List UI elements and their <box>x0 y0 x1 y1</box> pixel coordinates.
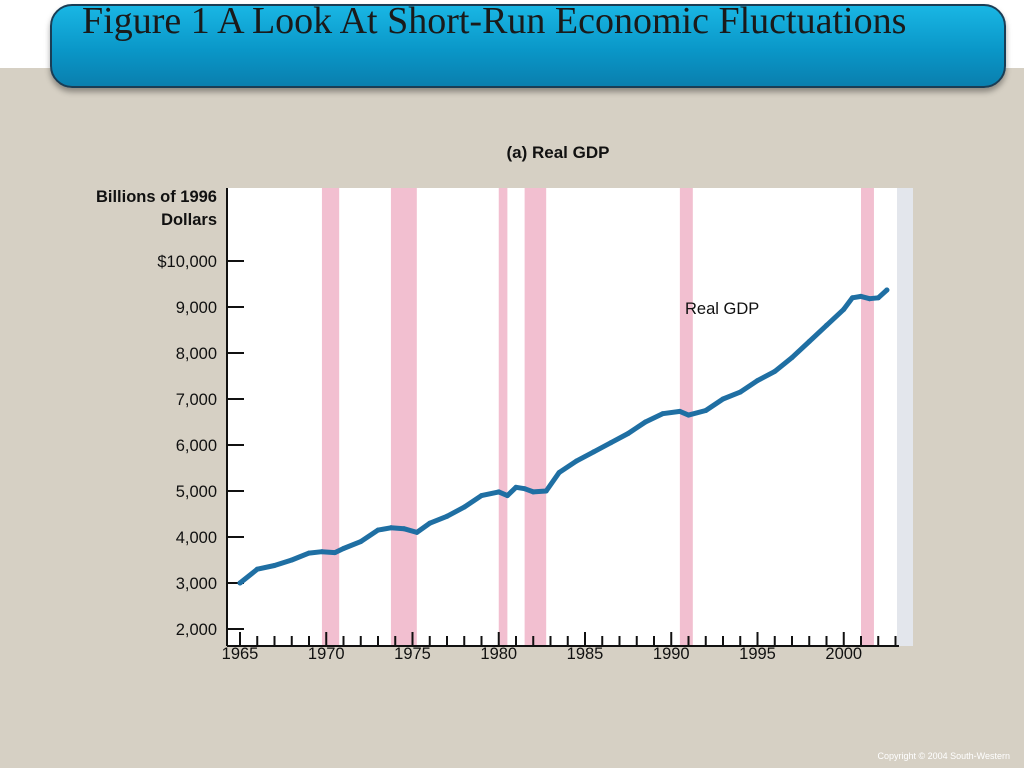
data-point <box>504 493 510 499</box>
data-point <box>573 458 579 464</box>
data-point <box>858 293 864 299</box>
data-point <box>272 563 277 569</box>
y-tick-label: 5,000 <box>176 483 217 501</box>
plot-background <box>227 188 913 646</box>
data-point <box>737 389 743 395</box>
y-axis-label: Billions of 1996 Dollars <box>95 188 217 229</box>
x-tick-label: 1965 <box>222 645 259 663</box>
data-point <box>479 493 484 499</box>
x-tick-label: 1985 <box>567 645 604 663</box>
data-point <box>358 539 364 545</box>
data-point <box>703 408 709 413</box>
data-point <box>806 339 812 344</box>
data-point <box>755 378 760 384</box>
series-label-real-gdp: Real GDP <box>685 300 759 318</box>
recession-band-6 <box>861 188 874 646</box>
data-point <box>388 525 394 531</box>
data-point <box>401 526 407 532</box>
copyright-notice: Copyright © 2004 South-Western <box>877 751 1010 761</box>
x-tick-label: 1980 <box>480 645 517 663</box>
recession-band-4 <box>524 188 547 646</box>
data-point <box>824 322 829 328</box>
y-tick-label: 2,000 <box>176 621 217 639</box>
data-point <box>375 527 381 533</box>
recession-band-3 <box>498 188 508 646</box>
x-tick-label: 1975 <box>394 645 431 663</box>
tick-labels: $10,000 9,000 8,000 7,000 6,000 5,000 4,000 3,0… <box>157 253 862 663</box>
x-tick-label: 1970 <box>308 645 345 663</box>
axes <box>226 188 899 647</box>
x-tick-label: 1995 <box>739 645 776 663</box>
data-point <box>660 411 666 417</box>
recession-band-2 <box>390 188 417 646</box>
data-point <box>720 396 726 402</box>
y-tick-label: 9,000 <box>176 299 217 317</box>
data-point <box>642 419 648 425</box>
x-tick-label: 1990 <box>653 645 690 663</box>
data-point <box>427 520 433 526</box>
data-point <box>875 295 881 301</box>
data-point <box>319 549 325 555</box>
data-point <box>772 368 778 374</box>
y-tick-label: 8,000 <box>176 345 217 363</box>
data-point <box>332 550 338 556</box>
data-point <box>289 557 295 563</box>
data-point <box>543 488 549 494</box>
chart-title: (a) Real GDP <box>506 143 610 162</box>
y-tick-label: 3,000 <box>176 575 217 593</box>
series-points <box>237 287 890 586</box>
data-point <box>884 287 890 293</box>
recession-bands <box>321 188 874 646</box>
x-tick-label: 2000 <box>825 645 862 663</box>
data-point <box>414 529 420 535</box>
data-point <box>841 306 847 312</box>
data-point <box>306 550 312 556</box>
data-point <box>461 504 467 510</box>
series-line-real-gdp <box>237 287 890 586</box>
recession-band-1 <box>321 188 340 646</box>
data-point <box>686 412 691 418</box>
y-tick-label: 6,000 <box>176 437 217 455</box>
data-point <box>444 513 450 519</box>
data-point <box>513 484 519 490</box>
data-point <box>608 440 614 446</box>
data-point <box>849 295 855 301</box>
y-tick-label: 4,000 <box>176 529 217 547</box>
data-point <box>625 431 631 436</box>
data-point <box>496 489 502 495</box>
data-point <box>341 546 346 551</box>
data-point <box>867 296 873 302</box>
recession-band-5 <box>679 188 693 646</box>
data-point <box>556 470 562 476</box>
plot-shadow-strip <box>897 188 913 646</box>
data-point <box>591 449 597 455</box>
data-point <box>522 486 528 492</box>
data-point <box>789 355 795 361</box>
data-point <box>530 489 536 495</box>
data-point <box>254 566 260 572</box>
data-point <box>677 408 683 414</box>
slide-title: Figure 1 A Look At Short-Run Economic Fl… <box>82 0 907 42</box>
y-tick-label: $10,000 <box>157 253 217 271</box>
y-tick-label: 7,000 <box>176 391 217 409</box>
slide-title-bar <box>50 4 1006 88</box>
data-point <box>237 580 243 586</box>
